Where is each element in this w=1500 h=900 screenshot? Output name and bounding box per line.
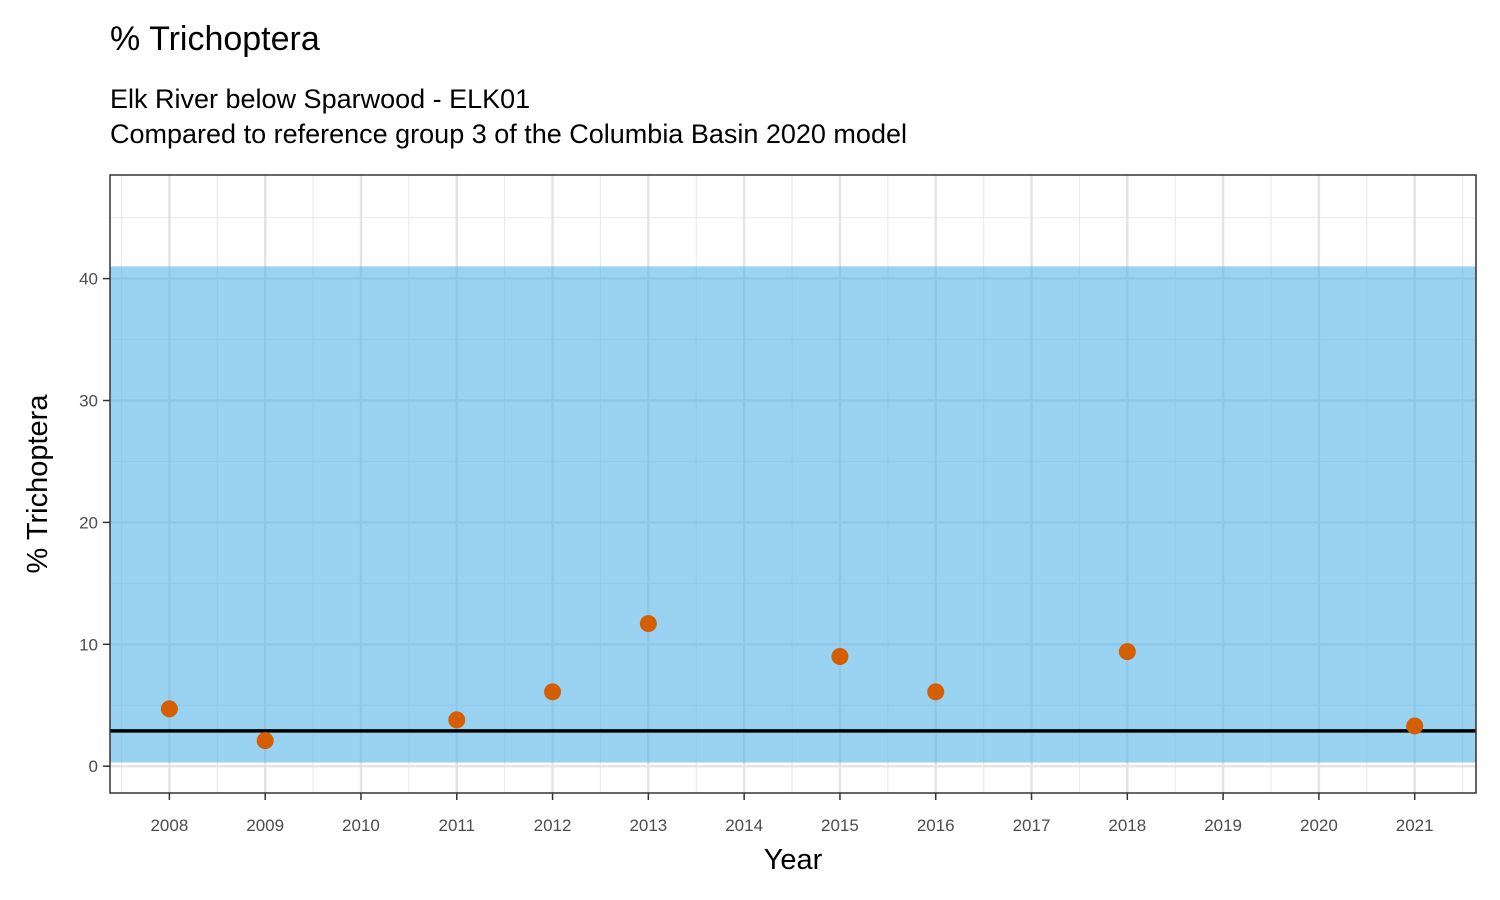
y-tick-label: 0 [89, 757, 98, 776]
plot-border [109, 174, 1477, 794]
x-tick-label: 2014 [725, 816, 763, 835]
data-point [1406, 717, 1424, 735]
x-tick-label: 2018 [1108, 816, 1146, 835]
x-tick-label: 2021 [1396, 816, 1434, 835]
y-tick-label: 20 [79, 513, 98, 532]
x-tick-label: 2010 [342, 816, 380, 835]
y-axis-label: % Trichoptera [22, 394, 54, 574]
subtitle-line-1: Elk River below Sparwood - ELK01 [110, 84, 531, 114]
subtitle-line-2: Compared to reference group 3 of the Col… [110, 119, 907, 149]
x-tick-label: 2009 [246, 816, 284, 835]
x-axis: 2008 2009 2010 2011 2012 2013 2014 2015 2016 2017… [150, 793, 1434, 835]
chart-title: % Trichoptera [110, 20, 320, 58]
x-tick-label: 2020 [1300, 816, 1338, 835]
data-point [448, 711, 466, 729]
y-tick-label: 30 [79, 392, 98, 411]
data-point [544, 683, 562, 701]
data-point [831, 647, 849, 665]
x-tick-label: 2016 [917, 816, 955, 835]
x-axis-label: Year [764, 844, 823, 876]
data-points [160, 615, 1424, 750]
x-tick-label: 2017 [1013, 816, 1051, 835]
chart-subtitle: Elk River below Sparwood - ELK01 Compare… [110, 82, 907, 152]
x-tick-label: 2019 [1204, 816, 1242, 835]
y-tick-label: 40 [79, 270, 98, 289]
y-tick-label: 10 [79, 635, 98, 654]
x-tick-label: 2011 [438, 816, 475, 835]
data-point [639, 615, 657, 633]
reference-band [110, 266, 1476, 763]
x-tick-label: 2012 [534, 816, 572, 835]
data-point [256, 732, 274, 750]
x-tick-label: 2015 [821, 816, 859, 835]
x-tick-label: 2013 [629, 816, 667, 835]
x-tick-label: 2008 [150, 816, 188, 835]
data-point [927, 683, 945, 701]
data-point [160, 700, 178, 718]
data-point [1118, 643, 1136, 661]
y-axis: 0 10 20 30 40 [79, 270, 110, 776]
